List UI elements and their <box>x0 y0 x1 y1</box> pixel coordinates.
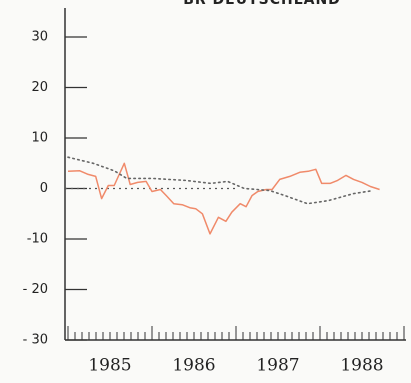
series-line <box>67 162 380 235</box>
x-tick-label: 1985 <box>88 356 131 376</box>
chart-title: BR DEUTSCHLAND <box>183 0 341 8</box>
y-tick-label: 20 <box>31 80 48 95</box>
x-tick-label: 1988 <box>340 356 383 376</box>
x-tick-label: 1986 <box>172 356 215 376</box>
y-tick-label: 30 <box>31 30 48 45</box>
y-tick-label: 0 <box>40 181 48 196</box>
y-tick-label: - 20 <box>23 282 48 297</box>
series-line <box>67 156 372 205</box>
y-tick-label: - 30 <box>23 333 48 348</box>
x-tick-label: 1987 <box>256 356 299 376</box>
y-tick-label: -10 <box>27 232 48 247</box>
y-tick-label: 10 <box>31 131 48 146</box>
